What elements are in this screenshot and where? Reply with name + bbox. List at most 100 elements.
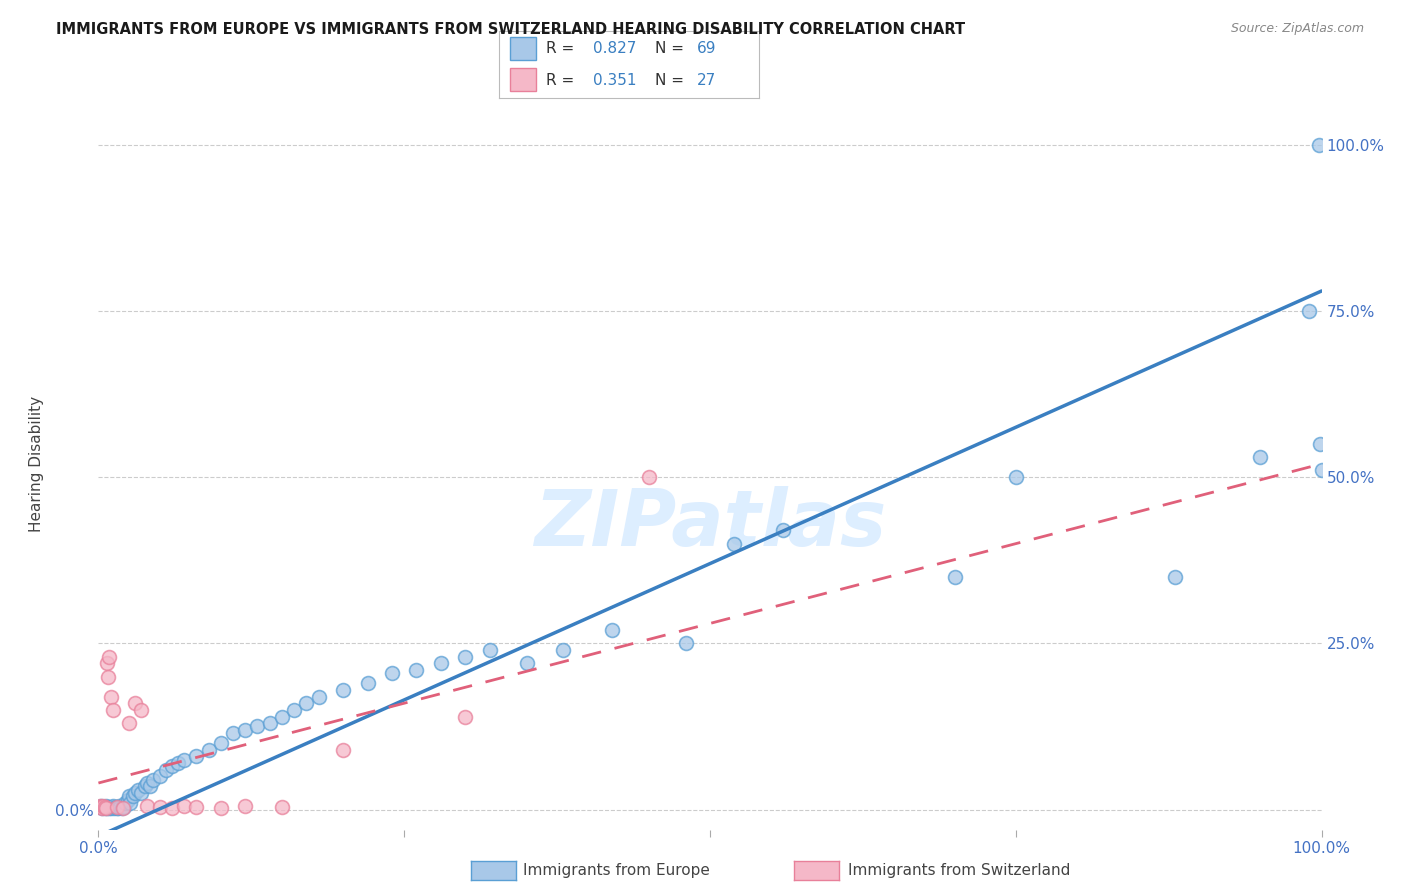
Point [108, 799, 131, 814]
Point [149, 800, 172, 814]
Point [107, 800, 129, 814]
Text: 0.351: 0.351 [593, 72, 637, 87]
Point [1164, 570, 1187, 584]
Text: IMMIGRANTS FROM EUROPE VS IMMIGRANTS FROM SWITZERLAND HEARING DISABILITY CORRELA: IMMIGRANTS FROM EUROPE VS IMMIGRANTS FRO… [56, 22, 966, 37]
Point [121, 789, 143, 804]
Point [97, 670, 120, 684]
Point [120, 796, 142, 810]
Point [259, 716, 281, 731]
Point [155, 763, 177, 777]
Point [173, 753, 195, 767]
Point [90, 799, 112, 814]
Point [91, 800, 114, 814]
Point [1309, 437, 1331, 451]
Point [723, 536, 745, 550]
Point [117, 792, 139, 806]
Point [516, 657, 538, 671]
Point [134, 780, 156, 794]
Text: 27: 27 [697, 72, 716, 87]
Point [98, 649, 121, 664]
Text: Source: ZipAtlas.com: Source: ZipAtlas.com [1230, 22, 1364, 36]
Point [105, 800, 128, 814]
Point [772, 524, 794, 538]
Point [173, 799, 195, 814]
Point [105, 801, 128, 815]
Point [356, 676, 378, 690]
Point [454, 649, 477, 664]
Point [101, 799, 124, 814]
Point [186, 749, 208, 764]
Point [1298, 304, 1320, 318]
Point [124, 786, 146, 800]
Point [160, 759, 183, 773]
Text: N =: N = [655, 41, 689, 56]
Point [100, 800, 122, 814]
Point [96, 800, 118, 814]
Point [98, 801, 121, 815]
Point [93, 800, 115, 814]
Point [454, 709, 477, 723]
Point [90, 800, 112, 814]
Point [332, 743, 354, 757]
Point [103, 800, 125, 814]
Point [638, 470, 661, 484]
Point [283, 703, 305, 717]
Bar [509, 68, 536, 92]
Point [478, 643, 501, 657]
Point [197, 743, 219, 757]
Y-axis label: Hearing Disability: Hearing Disability [28, 396, 44, 532]
Point [295, 696, 318, 710]
Text: N =: N = [655, 72, 689, 87]
Point [233, 799, 256, 814]
Point [91, 799, 114, 814]
Point [430, 657, 453, 671]
Point [186, 800, 208, 814]
Point [104, 800, 127, 814]
Point [118, 789, 141, 804]
Point [89, 799, 111, 814]
Point [112, 800, 135, 814]
Point [139, 780, 162, 794]
Point [94, 799, 117, 814]
Text: 69: 69 [697, 41, 716, 56]
Point [91, 800, 114, 814]
Point [101, 703, 124, 717]
Text: Immigrants from Europe: Immigrants from Europe [523, 863, 710, 878]
Point [110, 800, 132, 814]
Point [124, 696, 146, 710]
Point [167, 756, 190, 770]
Point [96, 657, 118, 671]
Point [332, 682, 354, 697]
Point [111, 799, 134, 814]
Text: ZIPatlas: ZIPatlas [534, 485, 886, 562]
Point [101, 800, 124, 814]
Point [1310, 463, 1333, 477]
Point [136, 776, 159, 790]
Point [308, 690, 330, 704]
Point [127, 782, 149, 797]
Point [100, 690, 122, 704]
Point [136, 799, 159, 814]
Point [111, 800, 134, 814]
Text: R =: R = [546, 72, 579, 87]
Point [553, 643, 575, 657]
Point [233, 723, 256, 737]
Point [270, 800, 294, 814]
Point [129, 786, 152, 800]
Point [97, 800, 120, 814]
Point [118, 716, 141, 731]
Point [114, 796, 136, 810]
Point [1004, 470, 1026, 484]
Text: 0.827: 0.827 [593, 41, 636, 56]
Point [142, 772, 165, 787]
Point [94, 800, 117, 814]
Point [405, 663, 427, 677]
Point [600, 623, 623, 637]
Point [1250, 450, 1272, 465]
Point [93, 801, 115, 815]
Point [209, 736, 232, 750]
Point [91, 800, 114, 814]
Point [381, 666, 404, 681]
Point [149, 769, 172, 783]
Point [1308, 137, 1330, 152]
